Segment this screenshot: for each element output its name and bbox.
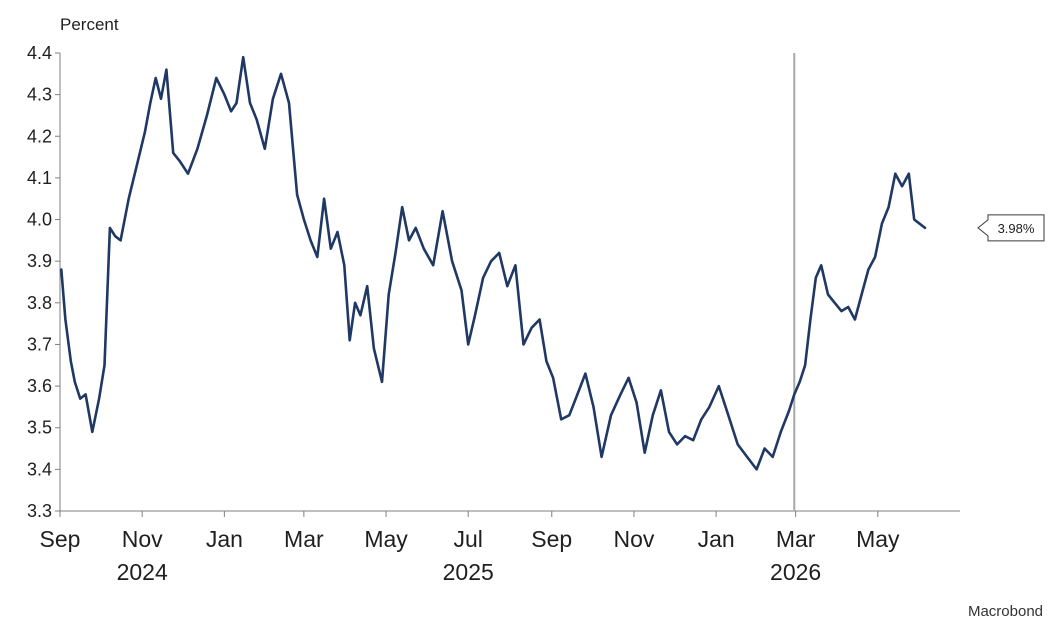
x-tick-label: Nov <box>122 526 163 552</box>
x-axis-year-labels: 2024 2025 2026 <box>117 559 822 585</box>
y-tick-label: 3.4 <box>27 459 52 479</box>
y-tick-label: 3.9 <box>27 251 52 271</box>
source-label: Macrobond <box>968 603 1043 620</box>
last-value-callout: 3.98% <box>977 214 1045 242</box>
y-tick-label: 3.5 <box>27 418 52 438</box>
x-axis-ticks: Sep Nov Jan Mar May Jul Sep Nov Jan Mar May <box>40 511 900 552</box>
y-tick-label: 3.6 <box>27 376 52 396</box>
y-tick-label: 4.0 <box>27 210 52 230</box>
x-tick-label: May <box>856 526 900 552</box>
year-label: 2026 <box>770 559 821 585</box>
x-tick-label: Jan <box>698 526 735 552</box>
x-tick-label: Mar <box>776 526 816 552</box>
y-tick-label: 4.4 <box>27 43 52 63</box>
year-label: 2024 <box>117 559 168 585</box>
series-line <box>59 55 927 471</box>
y-tick-label: 4.2 <box>27 126 52 146</box>
x-tick-label: May <box>364 526 408 552</box>
x-tick-label: Mar <box>284 526 324 552</box>
y-axis-unit-label: Percent <box>60 15 119 34</box>
y-axis-ticks: 4.4 4.3 4.2 4.1 4.0 3.9 3.8 3.7 3.6 3.5 3.4 3.3 <box>27 43 60 521</box>
year-label: 2025 <box>443 559 494 585</box>
x-tick-label: Sep <box>40 526 81 552</box>
callout-value-label: 3.98% <box>998 221 1035 236</box>
y-tick-label: 3.3 <box>27 501 52 521</box>
x-tick-label: Jan <box>206 526 243 552</box>
x-tick-label: Sep <box>531 526 572 552</box>
y-tick-label: 3.7 <box>27 334 52 354</box>
y-tick-label: 3.8 <box>27 293 52 313</box>
callout-box <box>977 214 1045 242</box>
y-tick-label: 4.1 <box>27 168 52 188</box>
x-tick-label: Jul <box>454 526 483 552</box>
x-tick-label: Nov <box>613 526 654 552</box>
y-tick-label: 4.3 <box>27 85 52 105</box>
